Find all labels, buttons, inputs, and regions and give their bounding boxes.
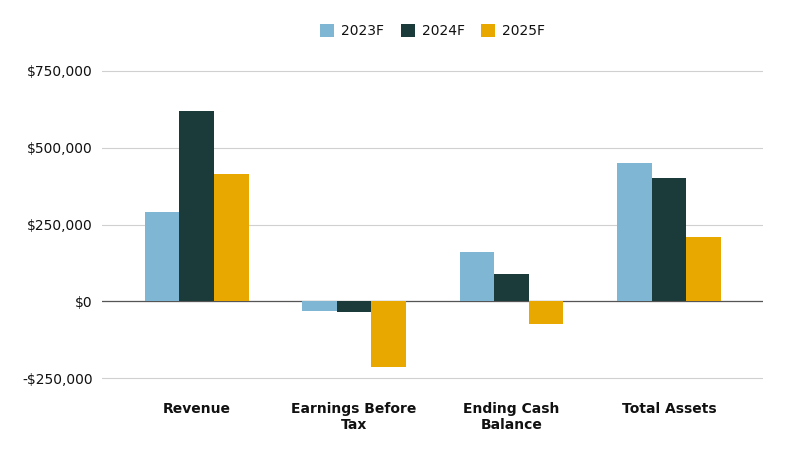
Bar	[529, 301, 563, 325]
Legend: 2023F, 2024F, 2025F: 2023F, 2024F, 2025F	[315, 19, 551, 44]
Bar	[494, 274, 529, 301]
Bar	[617, 163, 652, 301]
Bar	[371, 301, 406, 368]
Bar	[337, 301, 371, 312]
Bar	[179, 111, 214, 301]
Bar	[460, 252, 494, 301]
Bar	[652, 178, 686, 301]
Bar	[686, 237, 721, 301]
Bar	[302, 301, 337, 311]
Bar	[145, 212, 179, 301]
Bar	[214, 174, 249, 301]
